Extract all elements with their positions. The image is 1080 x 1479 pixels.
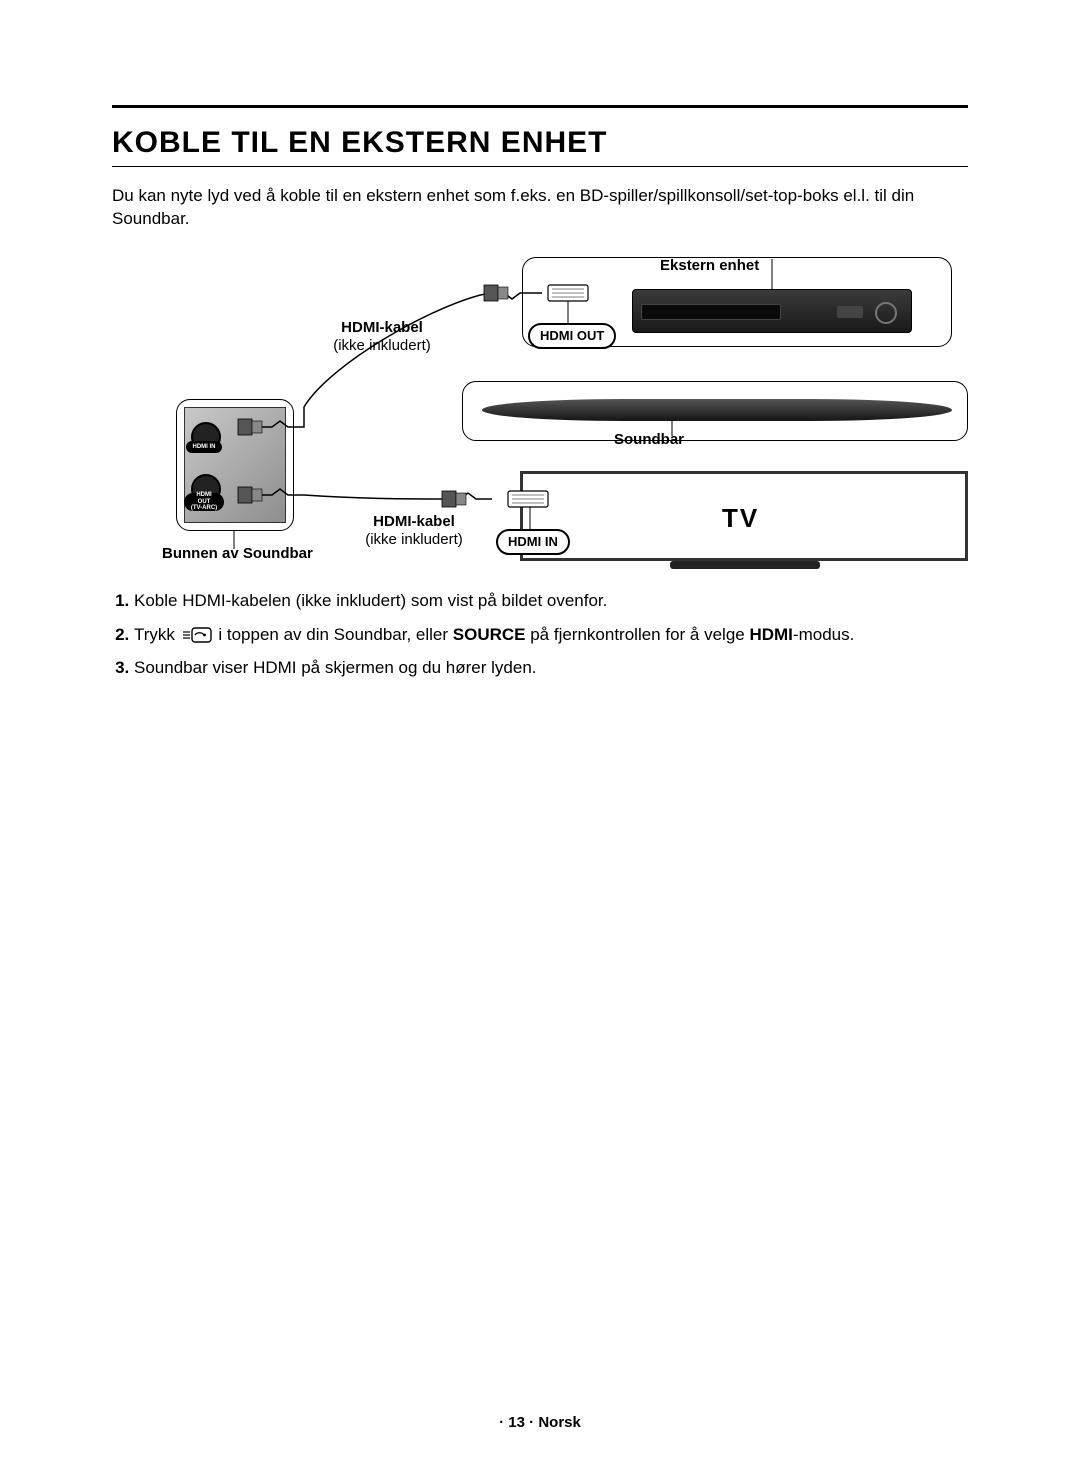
step-2-mid2: på fjernkontrollen for å velge [526, 625, 750, 644]
step-2: Trykk i toppen av din Soundbar, eller SO… [134, 623, 968, 647]
title-underline [112, 166, 968, 167]
step-2-source: SOURCE [453, 625, 526, 644]
step-3: Soundbar viser HDMI på skjermen og du hø… [134, 656, 968, 680]
external-device-label: Ekstern enhet [660, 257, 880, 275]
step-2-hdmi: HDMI [749, 625, 792, 644]
page-footer: · 13 · Norsk [0, 1414, 1080, 1431]
bottom-of-soundbar-label: Bunnen av Soundbar [162, 545, 342, 563]
connection-diagram: TV HDMI IN HDMI OUT (TV-ARC) [112, 251, 968, 571]
step-1: Koble HDMI-kabelen (ikke inkludert) som … [134, 589, 968, 613]
steps-list: Koble HDMI-kabelen (ikke inkludert) som … [112, 589, 968, 680]
hdmi-out-pill: HDMI OUT [528, 323, 616, 349]
step-2-pre: Trykk [134, 625, 180, 644]
hdmi-cable-bottom-l1: HDMI-kabel [373, 513, 455, 530]
hdmi-in-pill: HDMI IN [496, 529, 570, 555]
hdmi-cable-bottom-label: HDMI-kabel (ikke inkludert) [344, 513, 484, 549]
top-rule [112, 105, 968, 108]
manual-page: KOBLE TIL EN EKSTERN ENHET Du kan nyte l… [0, 0, 1080, 1479]
intro-text: Du kan nyte lyd ved å koble til en ekste… [112, 185, 968, 231]
hdmi-cable-top-l1: HDMI-kabel [341, 319, 423, 336]
step-2-mid1: i toppen av din Soundbar, eller [214, 625, 453, 644]
hdmi-in-text: HDMI IN [508, 534, 558, 549]
step-2-post: -modus. [793, 625, 854, 644]
page-title: KOBLE TIL EN EKSTERN ENHET [112, 126, 968, 160]
soundbar-label: Soundbar [614, 431, 734, 449]
hdmi-cable-top-l2: (ikke inkludert) [333, 337, 431, 354]
source-icon [182, 626, 212, 644]
hdmi-cable-bottom-l2: (ikke inkludert) [365, 531, 463, 548]
cables-overlay [112, 251, 968, 571]
hdmi-out-text: HDMI OUT [540, 328, 604, 343]
hdmi-cable-top-label: HDMI-kabel (ikke inkludert) [312, 319, 452, 355]
